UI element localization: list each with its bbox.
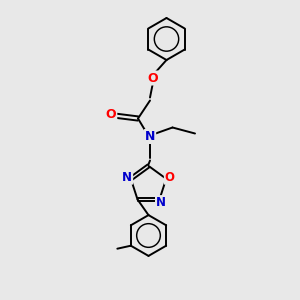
Text: O: O xyxy=(165,171,175,184)
Text: N: N xyxy=(122,171,132,184)
Text: N: N xyxy=(156,196,166,209)
Text: N: N xyxy=(145,130,155,143)
Text: O: O xyxy=(106,107,116,121)
Text: O: O xyxy=(148,71,158,85)
